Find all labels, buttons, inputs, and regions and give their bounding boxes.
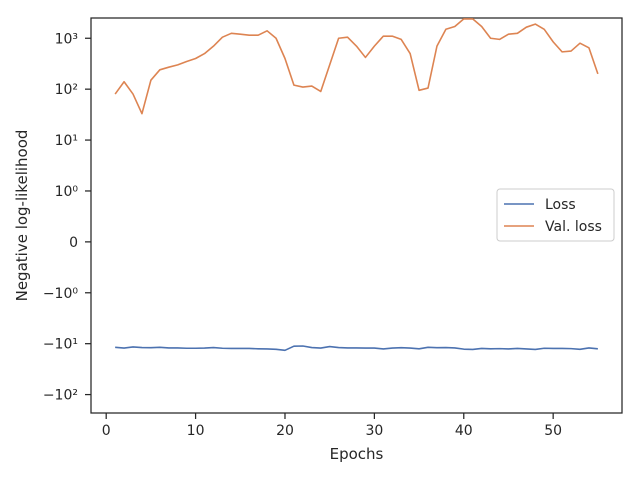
plot-frame: [90, 17, 623, 414]
x-tick-label: 40: [455, 423, 473, 439]
legend-label: Loss: [545, 197, 576, 213]
y-tick-label: 10²: [55, 82, 78, 98]
y-axis-ticks: −10² −10¹ −10⁰ 0 10⁰ 10¹ 10² 10³: [43, 31, 91, 404]
x-tick-label: 0: [102, 423, 111, 439]
y-axis-label: Negative log-likelihood: [13, 130, 31, 302]
plot-area: 0 10 20 30 40 50 −10² −10¹ −10⁰ 0 10⁰ 10¹ 10² 10³: [43, 17, 623, 439]
series-line-val-loss: [114, 18, 599, 115]
y-tick-label: −10¹: [43, 337, 78, 353]
series-line-loss: [115, 345, 598, 352]
x-axis-ticks: 0 10 20 30 40 50: [102, 413, 562, 439]
x-tick-label: 50: [544, 423, 562, 439]
series-layer: [114, 18, 599, 352]
x-tick-label: 30: [365, 423, 383, 439]
y-tick-label: −10²: [43, 388, 78, 404]
y-tick-label: 10⁰: [55, 184, 79, 200]
legend-items: Loss Val. loss: [504, 197, 602, 235]
y-tick-label: 10³: [55, 31, 78, 47]
x-tick-label: 20: [276, 423, 294, 439]
legend: Loss Val. loss: [496, 188, 615, 242]
y-tick-label: −10⁰: [43, 286, 79, 302]
x-tick-label: 10: [187, 423, 205, 439]
y-tick-label: 10¹: [55, 133, 78, 149]
legend-label: Val. loss: [545, 219, 602, 235]
y-tick-label: 0: [69, 235, 78, 251]
x-axis-label: Epochs: [330, 445, 384, 463]
legend-box: [496, 188, 615, 242]
